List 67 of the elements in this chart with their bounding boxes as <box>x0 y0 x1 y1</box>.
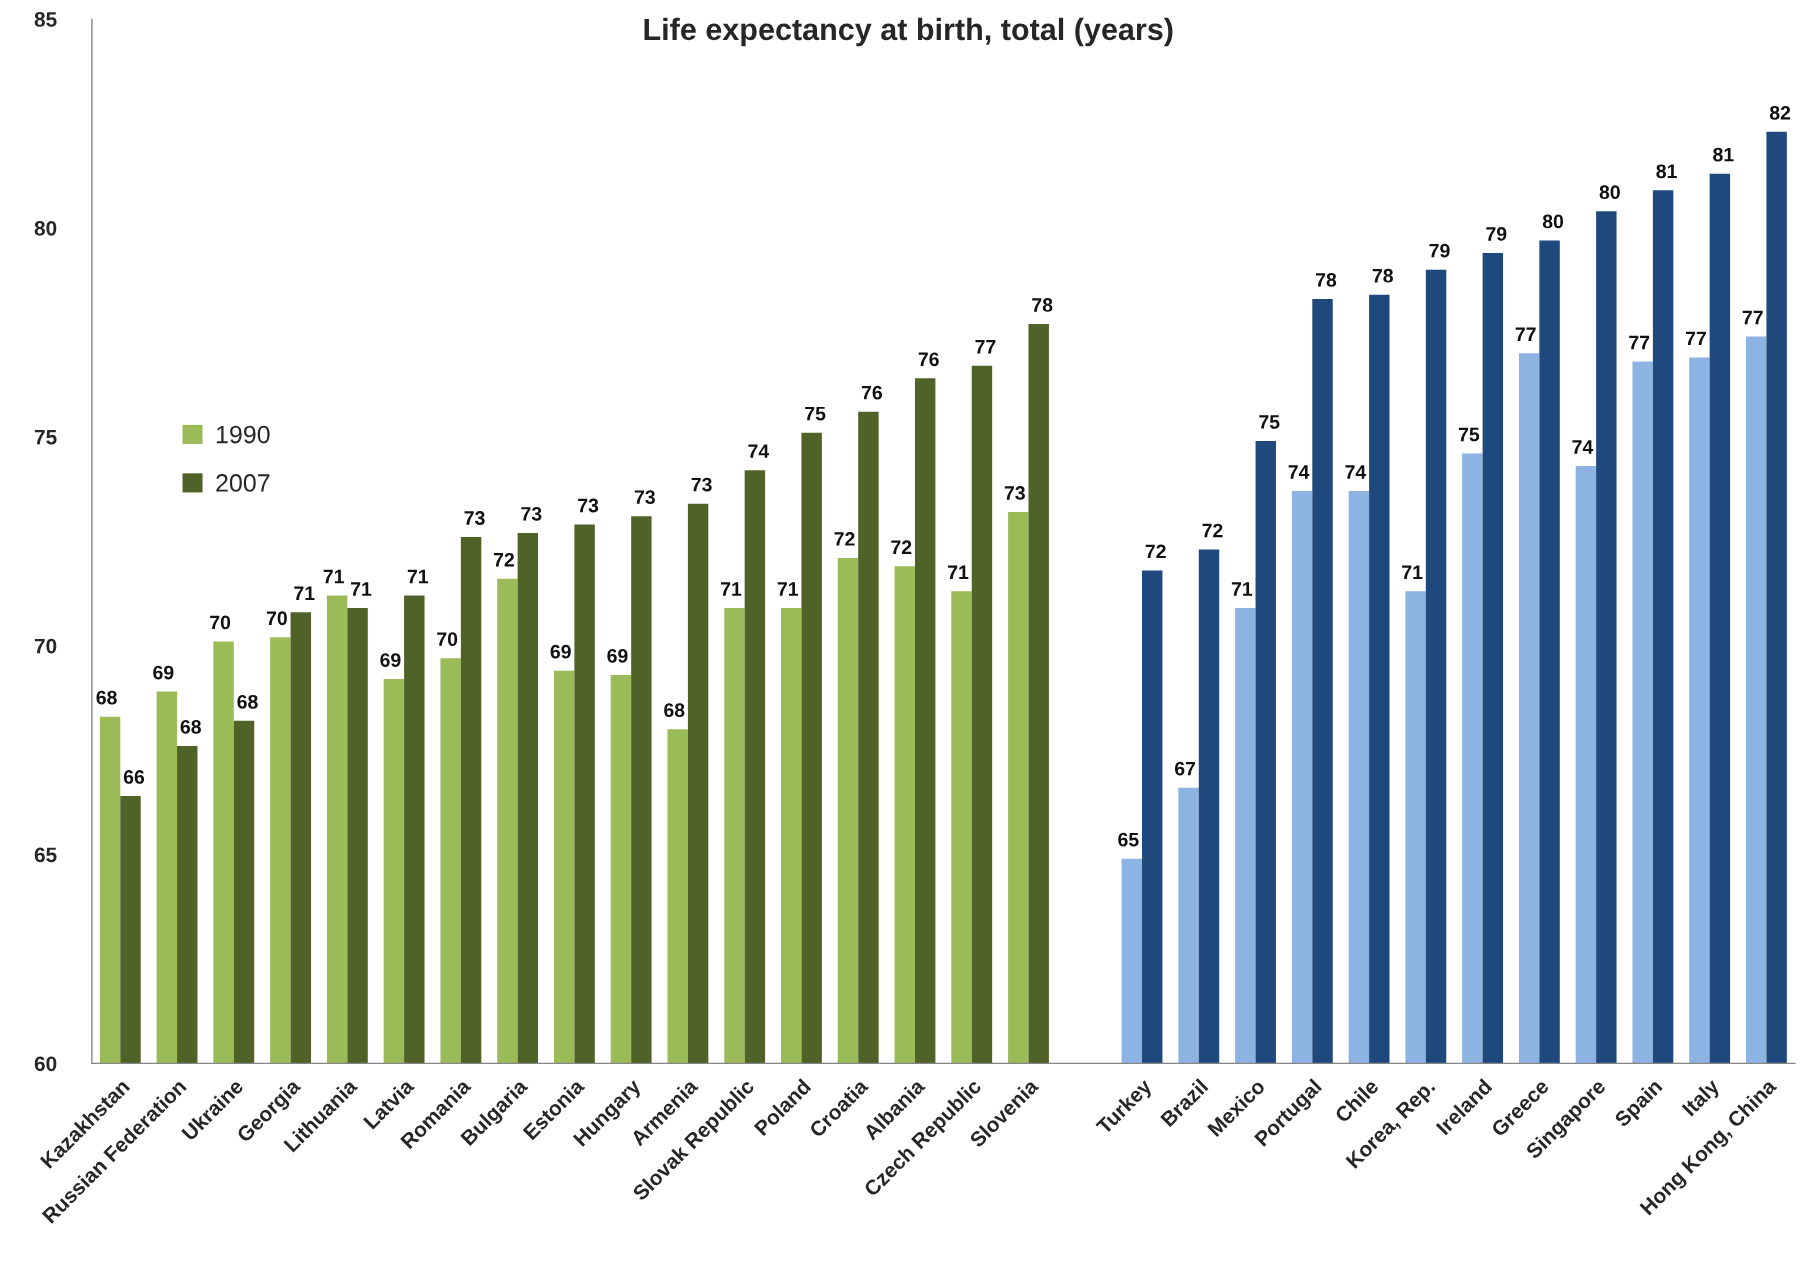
data-label: 78 <box>1032 298 1053 312</box>
data-label: 72 <box>1202 523 1223 538</box>
data-label: 73 <box>1004 486 1025 500</box>
y-tick-label: 75 <box>34 430 57 445</box>
legend-label: 1990 <box>216 425 270 444</box>
data-label: 80 <box>1542 214 1564 229</box>
data-label: 78 <box>1372 268 1393 283</box>
data-label: 71 <box>1231 582 1253 596</box>
data-label: 67 <box>1174 761 1196 776</box>
data-label: 76 <box>861 385 882 400</box>
data-label: 71 <box>407 569 429 584</box>
data-label: 66 <box>123 770 145 784</box>
data-label: 70 <box>266 611 287 626</box>
data-label: 74 <box>748 444 770 458</box>
data-label: 77 <box>975 340 996 354</box>
data-label: 75 <box>805 406 826 421</box>
data-label: 74 <box>1288 465 1310 479</box>
data-label: 69 <box>153 665 174 680</box>
data-label: 75 <box>1259 415 1280 429</box>
data-label: 75 <box>1458 427 1480 442</box>
data-label: 71 <box>294 586 315 600</box>
y-tick-label: 80 <box>34 220 57 236</box>
data-label: 73 <box>578 498 599 513</box>
data-label: 74 <box>1572 440 1594 454</box>
data-label: 68 <box>96 690 117 705</box>
data-label: 70 <box>437 632 458 647</box>
data-label: 77 <box>1742 310 1763 325</box>
data-label: 71 <box>721 582 742 596</box>
data-label: 71 <box>1402 565 1423 579</box>
data-label: 78 <box>1316 273 1337 287</box>
data-label: 69 <box>550 644 571 659</box>
data-label: 81 <box>1656 164 1677 179</box>
data-label: 77 <box>1515 327 1536 341</box>
data-label: 77 <box>1685 331 1706 346</box>
y-tick-label: 85 <box>34 12 57 27</box>
data-label: 69 <box>380 653 401 667</box>
y-tick-label: 65 <box>34 847 57 863</box>
data-label: 72 <box>493 552 514 567</box>
data-label: 79 <box>1429 243 1450 258</box>
data-label: 73 <box>521 506 542 521</box>
data-label: 68 <box>237 694 258 709</box>
data-label: 65 <box>1118 832 1139 847</box>
data-label: 72 <box>891 540 912 554</box>
data-label: 82 <box>1769 105 1791 120</box>
data-label: 70 <box>210 615 231 630</box>
data-label: 72 <box>1145 544 1166 559</box>
data-label: 74 <box>1345 465 1367 479</box>
y-tick-label: 70 <box>34 638 57 654</box>
data-label: 68 <box>180 719 201 734</box>
data-label: 73 <box>464 511 485 525</box>
chart-title: Life expectancy at birth, total (years) <box>644 17 1173 47</box>
y-tick-label: 60 <box>34 1056 57 1072</box>
data-label: 76 <box>918 352 939 367</box>
data-label: 72 <box>834 532 855 546</box>
data-label: 69 <box>607 648 628 663</box>
data-label: 68 <box>664 703 685 718</box>
data-label: 73 <box>691 477 712 492</box>
data-label: 71 <box>323 569 344 584</box>
data-label: 80 <box>1599 185 1620 200</box>
data-label: 81 <box>1713 147 1734 162</box>
data-label: 71 <box>948 565 969 579</box>
legend-label: 2007 <box>216 474 270 492</box>
data-label: 73 <box>634 490 655 505</box>
data-label: 71 <box>351 582 372 596</box>
data-label: 71 <box>777 582 799 596</box>
data-label: 79 <box>1486 227 1507 241</box>
data-label: 77 <box>1629 335 1650 350</box>
